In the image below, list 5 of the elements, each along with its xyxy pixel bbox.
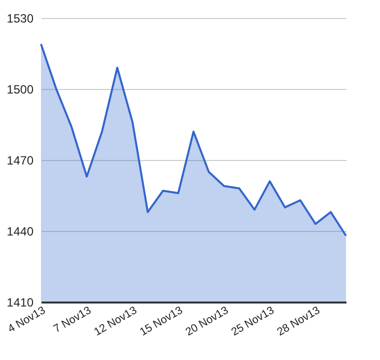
y-tick-label: 1470 (6, 154, 34, 168)
y-tick-label: 1440 (6, 224, 34, 238)
y-tick-label: 1410 (6, 296, 34, 310)
y-tick-label: 1530 (6, 12, 34, 26)
y-tick-label: 1500 (6, 82, 34, 96)
